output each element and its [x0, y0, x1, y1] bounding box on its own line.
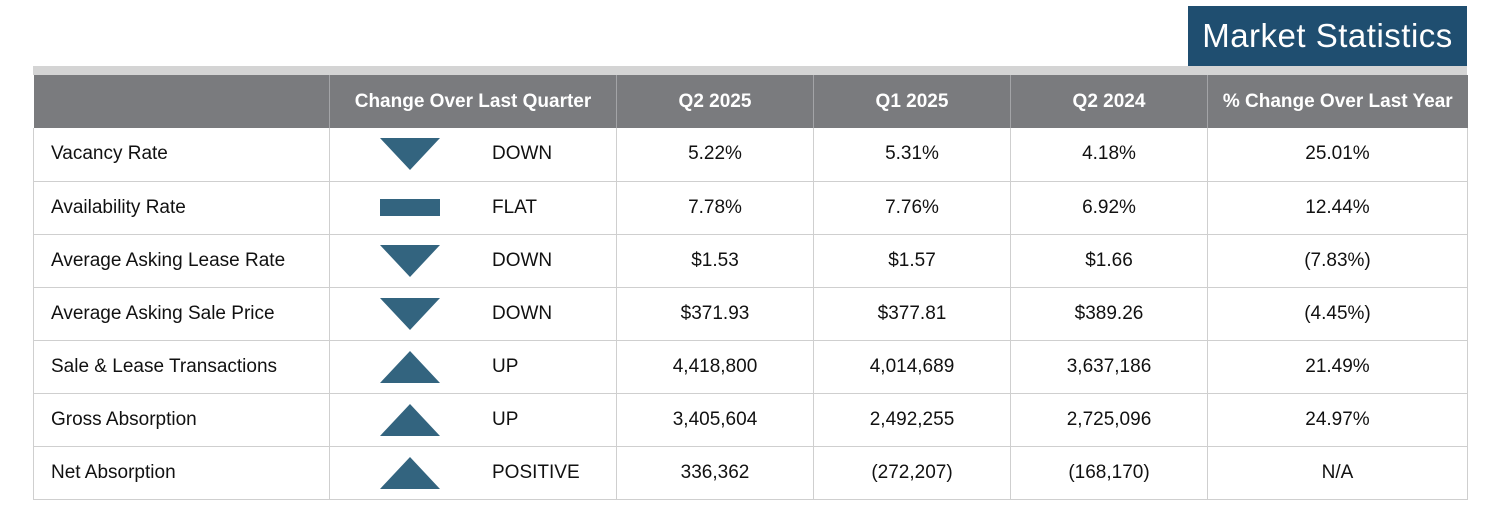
- value-percent-change-yoy: 24.97%: [1207, 393, 1468, 447]
- value-percent-change-yoy: 25.01%: [1207, 128, 1468, 182]
- direction-label: DOWN: [492, 249, 553, 271]
- value-q2-2024: (168,170): [1010, 446, 1208, 500]
- value-q1-2025: $1.57: [813, 234, 1011, 288]
- metric-label: Sale & Lease Transactions: [33, 340, 330, 394]
- market-statistics-title: Market Statistics: [1188, 6, 1467, 66]
- table-row: Sale & Lease Transactions UP 4,418,800 4,01…: [33, 340, 1468, 394]
- header-percent-change-over-last-year: % Change Over Last Year: [1207, 75, 1468, 128]
- direction-label: UP: [492, 408, 519, 430]
- value-q1-2025: 2,492,255: [813, 393, 1011, 447]
- table-row: Average Asking Lease Rate DOWN $1.53 $1.57 $…: [33, 234, 1468, 288]
- header-q2-2024: Q2 2024: [1010, 75, 1208, 128]
- up-triangle-icon: [330, 350, 490, 384]
- value-q2-2025: 5.22%: [616, 128, 814, 182]
- table-row: Average Asking Sale Price DOWN $371.93 $377…: [33, 287, 1468, 341]
- down-triangle-icon: [330, 244, 490, 278]
- direction-label: UP: [492, 355, 519, 377]
- metric-label: Average Asking Lease Rate: [33, 234, 330, 288]
- up-triangle-icon: [330, 456, 490, 490]
- value-q1-2025: 4,014,689: [813, 340, 1011, 394]
- metric-label: Availability Rate: [33, 181, 330, 235]
- header-q1-2025: Q1 2025: [813, 75, 1011, 128]
- value-q2-2025: $1.53: [616, 234, 814, 288]
- metric-label: Gross Absorption: [33, 393, 330, 447]
- table-row: Vacancy Rate DOWN 5.22% 5.31% 4.18% 25.01%: [33, 128, 1468, 182]
- table-row: Net Absorption POSITIVE 336,362 (272,207) (1…: [33, 446, 1468, 500]
- value-percent-change-yoy: 12.44%: [1207, 181, 1468, 235]
- value-q2-2025: $371.93: [616, 287, 814, 341]
- flat-bar-icon: [330, 191, 490, 225]
- header-change-over-last-quarter: Change Over Last Quarter: [329, 75, 617, 128]
- value-percent-change-yoy: (7.83%): [1207, 234, 1468, 288]
- value-q2-2025: 336,362: [616, 446, 814, 500]
- value-percent-change-yoy: N/A: [1207, 446, 1468, 500]
- change-indicator-cell: DOWN: [329, 287, 617, 341]
- metric-label: Average Asking Sale Price: [33, 287, 330, 341]
- change-indicator-cell: DOWN: [329, 234, 617, 288]
- direction-label: DOWN: [492, 143, 553, 165]
- value-percent-change-yoy: (4.45%): [1207, 287, 1468, 341]
- direction-label: POSITIVE: [492, 461, 580, 483]
- value-q2-2024: 3,637,186: [1010, 340, 1208, 394]
- change-indicator-cell: DOWN: [329, 128, 617, 182]
- change-indicator-cell: UP: [329, 393, 617, 447]
- table-row: Gross Absorption UP 3,405,604 2,492,255 2,72…: [33, 393, 1468, 447]
- header-q2-2025: Q2 2025: [616, 75, 814, 128]
- change-indicator-cell: UP: [329, 340, 617, 394]
- change-indicator-cell: FLAT: [329, 181, 617, 235]
- value-q1-2025: $377.81: [813, 287, 1011, 341]
- up-triangle-icon: [330, 403, 490, 437]
- value-percent-change-yoy: 21.49%: [1207, 340, 1468, 394]
- change-indicator-cell: POSITIVE: [329, 446, 617, 500]
- value-q2-2024: 4.18%: [1010, 128, 1208, 182]
- value-q2-2025: 7.78%: [616, 181, 814, 235]
- metric-label: Vacancy Rate: [33, 128, 330, 182]
- down-triangle-icon: [330, 297, 490, 331]
- value-q2-2025: 3,405,604: [616, 393, 814, 447]
- value-q1-2025: 5.31%: [813, 128, 1011, 182]
- metric-label: Net Absorption: [33, 446, 330, 500]
- direction-label: DOWN: [492, 302, 553, 324]
- header-metric: [33, 75, 330, 128]
- value-q2-2024: $1.66: [1010, 234, 1208, 288]
- table-top-bar: [33, 66, 1467, 75]
- direction-label: FLAT: [492, 196, 538, 218]
- down-triangle-icon: [330, 137, 490, 171]
- value-q2-2024: 2,725,096: [1010, 393, 1208, 447]
- table-row: Availability Rate FLAT 7.78% 7.76% 6.92% 12.4…: [33, 181, 1468, 235]
- value-q1-2025: (272,207): [813, 446, 1011, 500]
- value-q1-2025: 7.76%: [813, 181, 1011, 235]
- value-q2-2024: 6.92%: [1010, 181, 1208, 235]
- value-q2-2024: $389.26: [1010, 287, 1208, 341]
- market-statistics-table: Change Over Last Quarter Q2 2025 Q1 2025…: [33, 75, 1468, 500]
- value-q2-2025: 4,418,800: [616, 340, 814, 394]
- table-header-row: Change Over Last Quarter Q2 2025 Q1 2025…: [33, 75, 1468, 128]
